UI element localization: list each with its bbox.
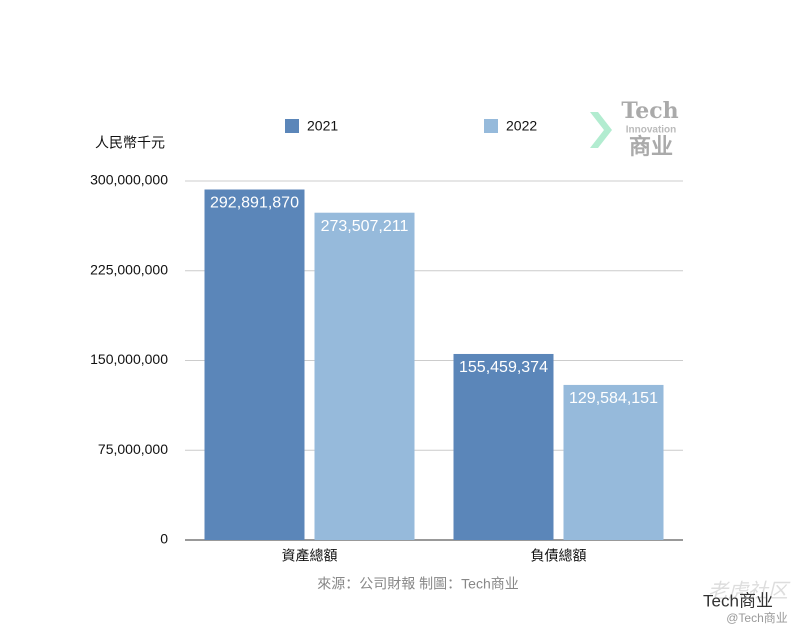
watermark: @Tech商业 xyxy=(726,610,788,625)
source-note: 來源：公司財報 制圖：Tech商业 xyxy=(317,576,518,592)
logo-brand: 商业 xyxy=(629,134,673,159)
y-axis-label: 人民幣千元 xyxy=(95,135,165,151)
y-tick-label: 75,000,000 xyxy=(98,441,168,457)
value-label: 129,584,151 xyxy=(569,390,658,407)
legend-label: 2021 xyxy=(307,118,338,134)
legend-label: 2022 xyxy=(506,118,537,134)
x-tick-label: 負債總額 xyxy=(531,548,587,564)
y-tick-label: 0 xyxy=(160,531,168,547)
y-tick-label: 300,000,000 xyxy=(90,172,168,188)
x-tick-label: 資產總額 xyxy=(282,548,338,564)
logo: Tech Innovation 商业 xyxy=(590,98,679,159)
bar xyxy=(453,353,554,540)
y-tick-label: 225,000,000 xyxy=(90,261,168,277)
legend-swatch xyxy=(285,119,299,133)
bar xyxy=(563,384,664,540)
value-label: 292,891,870 xyxy=(210,195,299,212)
value-label: 155,459,374 xyxy=(459,359,548,376)
watermark: 老虎社区 xyxy=(708,580,791,602)
y-tick-label: 150,000,000 xyxy=(90,351,168,367)
legend-swatch xyxy=(484,119,498,133)
bar xyxy=(204,189,305,541)
logo-subtitle: Innovation xyxy=(626,125,677,136)
logo-icon xyxy=(590,112,612,148)
bar xyxy=(314,212,415,540)
logo-title: Tech xyxy=(621,98,678,124)
watermark: Tech商业 xyxy=(703,591,773,610)
value-label: 273,507,211 xyxy=(321,218,409,235)
